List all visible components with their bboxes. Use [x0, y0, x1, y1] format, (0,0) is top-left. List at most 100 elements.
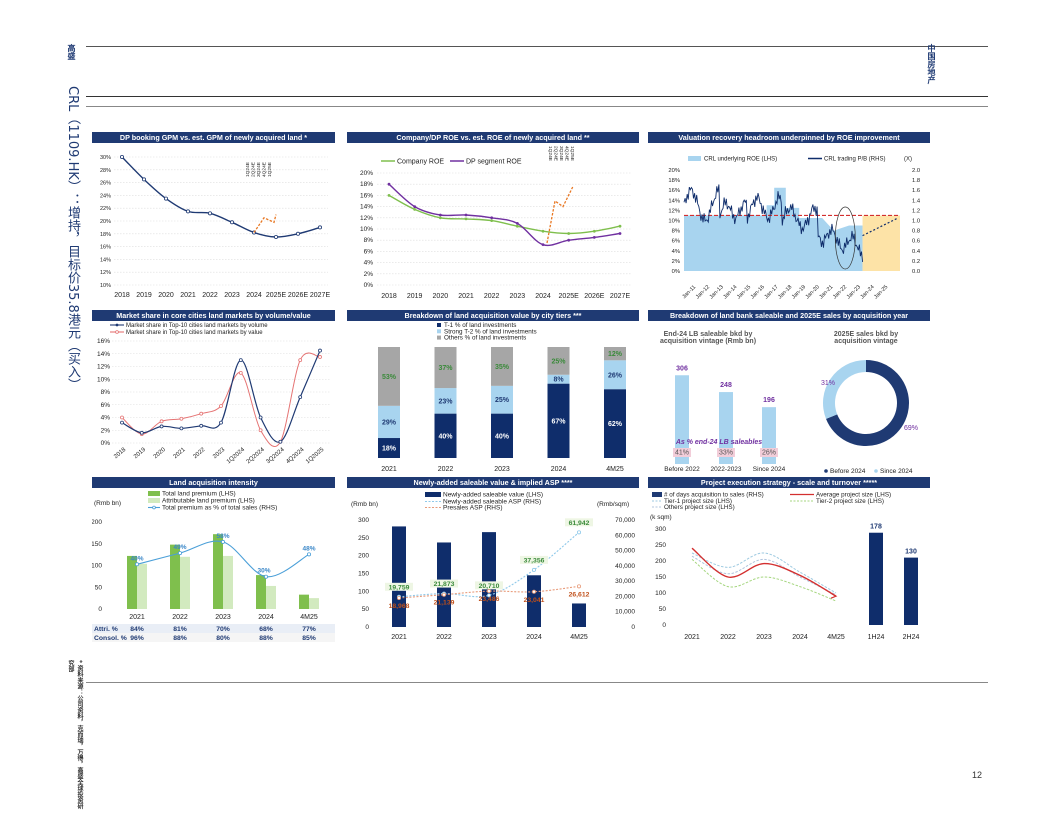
- bar-t1: [378, 438, 400, 458]
- x-tick-label: 2022: [438, 466, 454, 473]
- average-line: [691, 547, 837, 597]
- x-tick-label: Jan-23: [846, 284, 862, 300]
- x-tick-label: Jan-21: [818, 284, 834, 300]
- roe-quarterly-line: [546, 186, 574, 244]
- page-number: 12: [971, 770, 982, 780]
- x-tick-label: 4M25: [300, 614, 318, 621]
- left-title-1: End-24 LB saleable bkd by: [664, 331, 753, 338]
- y-tick-label: 16%: [100, 245, 111, 251]
- x-tick-label: 2021: [173, 447, 188, 461]
- bar-t1: [434, 413, 457, 458]
- footer-rule: [86, 682, 988, 683]
- volume-point: [238, 358, 243, 363]
- value-point: [238, 370, 243, 375]
- bar-total: [256, 575, 266, 609]
- legend-label: CRL underlying ROE (LHS): [704, 157, 777, 163]
- gpm-point: [186, 209, 191, 214]
- legend-swatch-bars: [425, 492, 441, 497]
- y-tick-label: 6%: [101, 402, 111, 409]
- days-bar: [904, 557, 918, 625]
- y-tick-left: 0: [365, 624, 369, 631]
- legend-label: Company ROE: [397, 159, 444, 166]
- market-share-chart: 16% 14% 12% 10% 8% 6% 4% 2% 0% Market share in To…: [97, 323, 330, 466]
- bar-label-t2: 29%: [382, 419, 397, 426]
- days-label: 130: [905, 549, 917, 556]
- saleable-value-label: 248: [720, 382, 732, 389]
- legend-swatch: [437, 329, 441, 334]
- gpm-quarterly-line: [253, 214, 277, 233]
- valuation-chart: 20% 18% 16% 14% 12% 10% 8% 6% 4% 2% 0% 2.0 1.8 1.6 1.4…: [668, 156, 921, 300]
- x-tick-label: 2Q2024: [246, 447, 267, 466]
- y-tick-left: 300: [358, 517, 369, 524]
- y-tick-label: 12%: [360, 215, 373, 222]
- saleable-bar: [527, 575, 541, 627]
- x-tick-label: 2019: [136, 292, 152, 299]
- y-tick-right: 60,000: [615, 532, 635, 539]
- panel-title: Market share in core cities land markets…: [92, 310, 335, 321]
- x-tick-label: Since 2024: [753, 466, 786, 473]
- x-tick-label: 2024: [535, 293, 551, 300]
- bar-label-t1: 18%: [382, 446, 397, 453]
- bar-t1: [547, 383, 570, 458]
- bar-label-t1: 40%: [495, 433, 510, 440]
- legend-label: Total premium as % of total sales (RHS): [162, 505, 277, 512]
- x-tick-label: 2026E: [288, 292, 309, 299]
- x-tick-label: 2020: [153, 447, 168, 461]
- company-roe-point: [592, 229, 596, 233]
- y-tick-label: 2%: [364, 271, 374, 278]
- y-tick-right: 0.2: [912, 259, 920, 265]
- asp-label-bg: [430, 579, 458, 588]
- pct-badge: [673, 448, 691, 457]
- y-tick-label: 0%: [364, 282, 374, 289]
- company-roe-point: [413, 208, 417, 211]
- x-tick-label: Jan-19: [791, 284, 807, 300]
- legend-label: CRL trading P/B (RHS): [824, 157, 885, 163]
- y-tick-left: 6%: [672, 239, 680, 245]
- panel-saleable: Newly-added saleable value & implied ASP…: [347, 477, 639, 647]
- volume-point: [298, 395, 303, 399]
- y-tick-label: 8%: [101, 389, 111, 396]
- pct-label: 40%: [130, 555, 143, 562]
- y-tick-left: 16%: [668, 188, 680, 194]
- panel-execution: Project execution strategy - scale and t…: [648, 477, 930, 647]
- legend-swatch-since: [874, 469, 878, 473]
- pct-point: [178, 551, 183, 556]
- quarter-label: 1Q25E: [267, 162, 273, 177]
- volume-point: [258, 415, 263, 420]
- donut-label-before: 69%: [904, 425, 918, 432]
- y-tick-right: 20,000: [615, 593, 635, 600]
- y-tick-label: 24%: [100, 193, 111, 199]
- unit-label: (Rmb bn): [94, 500, 121, 507]
- table-row-label: Attri. %: [94, 626, 118, 633]
- y-tick-label: 22%: [100, 206, 111, 212]
- y-tick-label: 14%: [97, 351, 110, 358]
- dp-roe-point: [618, 232, 622, 235]
- presales-point: [531, 589, 536, 594]
- legend-label: Strong T-2 % of land investments: [444, 328, 537, 335]
- x-tick-label: Jan-20: [805, 284, 821, 300]
- asp-label-bg: [565, 518, 593, 527]
- bar-label-t2: 8%: [553, 377, 564, 384]
- x-tick-label: 2024: [792, 634, 808, 641]
- y-tick-right: 50,000: [615, 548, 635, 555]
- y-tick-label: 20%: [100, 219, 111, 225]
- volume-point: [139, 430, 144, 435]
- y-tick-left: 12%: [668, 208, 680, 214]
- saleable-bar: [572, 603, 586, 627]
- panel-title: Project execution strategy - scale and t…: [648, 477, 930, 488]
- dp-roe-point: [413, 205, 417, 208]
- y-tick-right: 1.6: [912, 188, 920, 194]
- tier2-line: [691, 559, 837, 602]
- x-tick-label: 2022: [172, 614, 188, 621]
- presales-label: 23,486: [479, 596, 500, 603]
- bar-label-t2: 23%: [438, 398, 453, 405]
- asp-point: [531, 567, 536, 572]
- x-tick-label: 2023: [215, 614, 231, 621]
- dp-roe-point: [438, 213, 442, 217]
- asp-point: [486, 593, 491, 598]
- saleable-chart: (Rmb bn) (Rmb/sqm) Newly-added saleable va…: [351, 492, 635, 642]
- pct-point: [306, 552, 311, 557]
- days-label: 178: [870, 524, 882, 531]
